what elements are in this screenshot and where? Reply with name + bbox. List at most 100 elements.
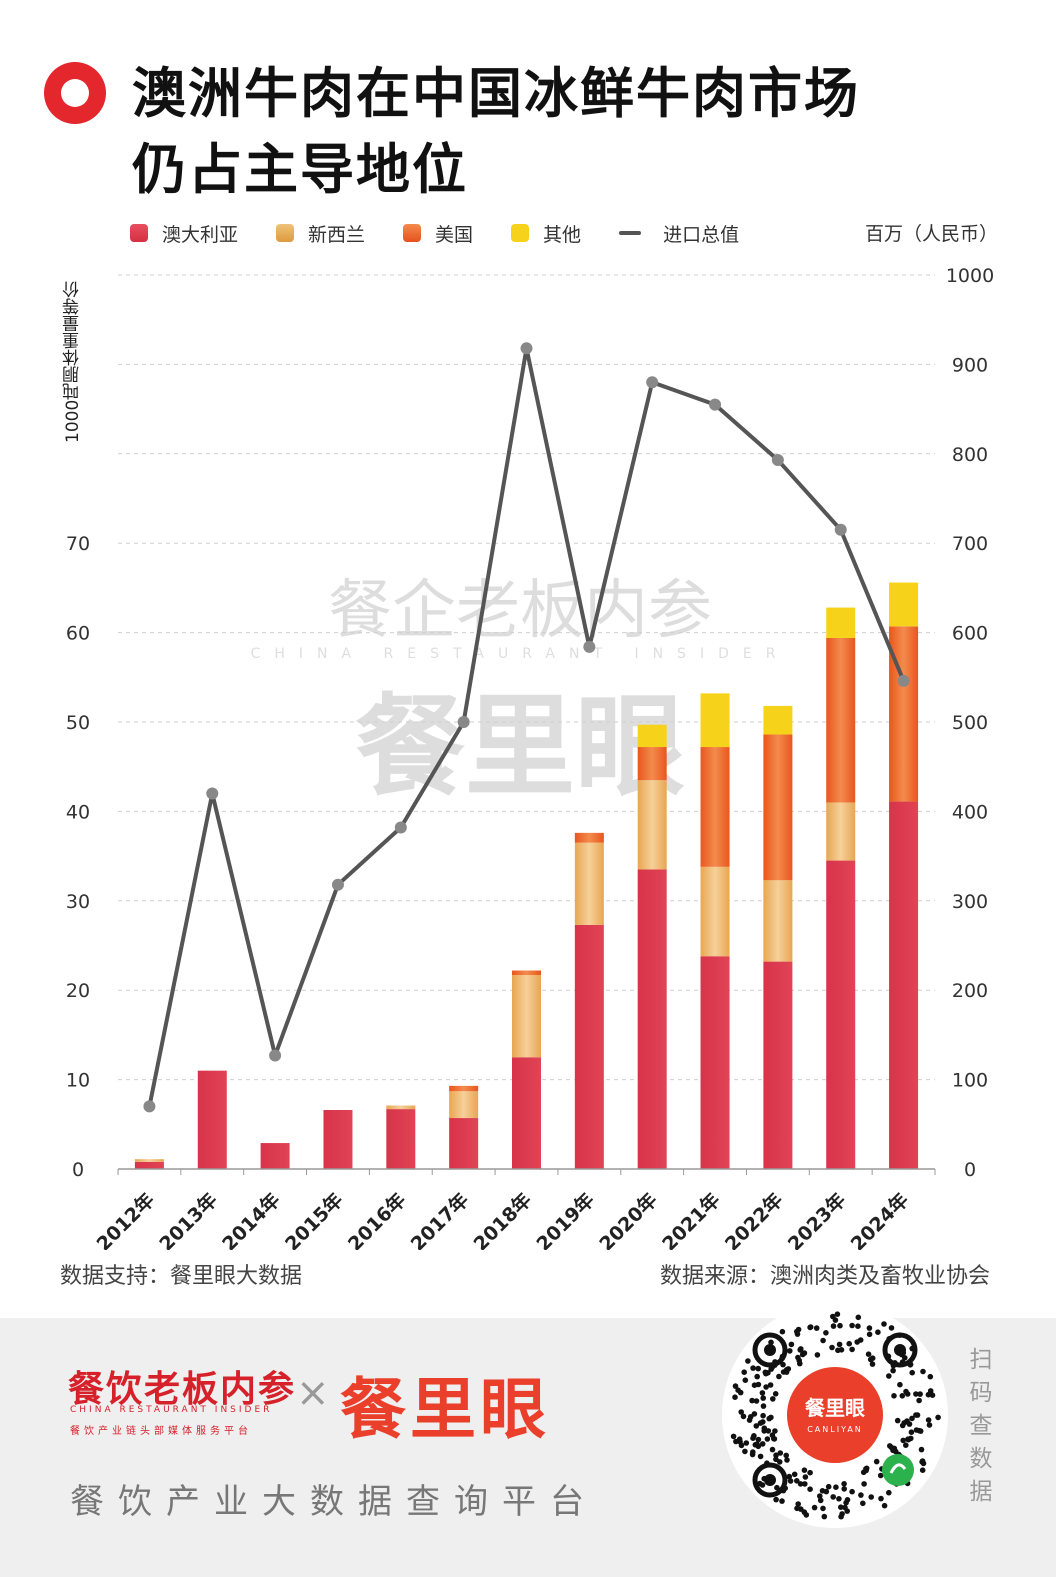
bar-segment-其他-2023年 (826, 607, 856, 638)
bar-segment-新西兰-2018年 (512, 975, 541, 1058)
legend-item-usa: 美国 (403, 220, 473, 247)
right-axis-unit: 百万（人民币） (864, 223, 998, 245)
left-axis-tick-label: 20 (66, 980, 90, 1002)
total-import-point-2012年 (143, 1100, 156, 1113)
x-axis-tick-label: 2016年 (343, 1188, 410, 1250)
qr-center-label-en: CANLIYAN (807, 1425, 863, 1434)
right-axis-tick-label: 800 (952, 444, 988, 466)
watermark-text-2: 餐里眼 (355, 683, 685, 811)
total-import-point-2019年 (583, 640, 596, 653)
right-axis-tick-label: 300 (952, 891, 988, 913)
total-import-point-2017年 (457, 716, 470, 728)
legend-swatch-usa (403, 224, 422, 242)
legend-label-total-import: 进口总值 (663, 223, 740, 246)
x-axis-tick-label: 2015年 (280, 1188, 347, 1250)
mini-program-qr-code[interactable]: 餐里眼 CANLIYAN (722, 1302, 948, 1528)
left-axis-tick-label: 0 (72, 1159, 84, 1181)
bar-segment-澳大利亚-2022年 (763, 961, 793, 1169)
qr-code-pattern-icon: 餐里眼 CANLIYAN (730, 1311, 941, 1520)
total-import-point-2015年 (331, 878, 344, 891)
bar-segment-澳大利亚-2016年 (386, 1109, 416, 1169)
title-bullet-icon (44, 62, 106, 124)
legend-item-new-zealand: 新西兰 (276, 220, 365, 247)
total-import-point-2013年 (206, 787, 219, 800)
legend-swatch-other (511, 224, 530, 242)
total-import-point-2018年 (520, 342, 533, 355)
legend-swatch-new-zealand (276, 224, 295, 242)
left-axis-tick-label: 70 (66, 533, 90, 555)
right-axis-tick-label: 900 (952, 354, 988, 376)
bar-segment-美国-2023年 (826, 637, 856, 803)
right-axis-tick-label: 1000 (946, 265, 994, 287)
scan-to-query-label: 扫码查数据 (969, 1347, 993, 1505)
bar-segment-新西兰-2020年 (637, 780, 667, 870)
right-axis-tick-label: 500 (952, 712, 988, 734)
brand-logo-canyin-sub: 餐饮产业链头部媒体服务平台 (70, 1426, 252, 1437)
bar-segment-澳大利亚-2014年 (260, 1143, 290, 1169)
x-axis-tick-label: 2019年 (532, 1188, 599, 1250)
left-axis-tick-label: 30 (66, 891, 90, 913)
bar-segment-美国-2020年 (637, 747, 667, 781)
legend-item-australia: 澳大利亚 (130, 220, 238, 247)
title-line-1: 澳洲牛肉在中国冰鲜牛肉市场 (132, 62, 860, 125)
right-axis-tick-label: 700 (952, 533, 988, 555)
total-import-point-2021年 (709, 398, 722, 411)
bar-segment-美国-2017年 (449, 1085, 479, 1092)
data-source-note: 数据来源：澳洲肉类及畜牧业协会 (659, 1264, 990, 1289)
collab-times-sign: × (296, 1370, 330, 1416)
total-import-point-2023年 (834, 523, 847, 536)
total-import-point-2016年 (394, 821, 407, 834)
right-axis-tick-label: 100 (952, 1070, 988, 1092)
legend-label-other: 其他 (543, 223, 582, 246)
bar-segment-其他-2022年 (763, 705, 793, 735)
bar-segment-澳大利亚-2012年 (134, 1161, 164, 1169)
bar-segment-澳大利亚-2023年 (826, 860, 856, 1169)
x-axis-tick-label: 2017年 (406, 1188, 473, 1250)
right-axis-tick-label: 0 (964, 1159, 976, 1181)
total-import-point-2014年 (269, 1049, 282, 1062)
legend-label-australia: 澳大利亚 (162, 223, 239, 246)
x-axis-tick-label: 2018年 (469, 1188, 536, 1250)
data-support-note: 数据支持：餐里眼大数据 (60, 1264, 303, 1289)
legend-label-usa: 美国 (435, 223, 474, 246)
x-axis-tick-label: 2020年 (595, 1188, 662, 1250)
bar-segment-其他-2021年 (700, 693, 730, 748)
bar-segment-新西兰-2023年 (826, 802, 856, 861)
brand-logo-canyin-en: CHINA RESTAURANT INSIDER (70, 1405, 273, 1415)
bar-segment-澳大利亚-2024年 (889, 801, 919, 1169)
bar-segment-美国-2021年 (700, 747, 730, 867)
bar-segment-澳大利亚-2015年 (323, 1109, 353, 1169)
bar-segment-新西兰-2012年 (134, 1159, 164, 1162)
brand-slogan: 餐饮产业大数据查询平台 (70, 1482, 598, 1522)
bar-segment-澳大利亚-2018年 (512, 1057, 541, 1169)
bar-segment-新西兰-2021年 (700, 866, 730, 957)
total-import-point-2020年 (646, 376, 659, 389)
x-axis-tick-label: 2021年 (657, 1188, 724, 1250)
brand-logo-canliyan: 餐里眼 (340, 1371, 550, 1448)
bar-segment-其他-2024年 (889, 582, 919, 627)
right-axis-tick-label: 200 (952, 980, 988, 1002)
x-axis-tick-label: 2022年 (720, 1188, 787, 1250)
bar-segment-澳大利亚-2017年 (449, 1118, 479, 1169)
legend-line-total-import (619, 231, 642, 235)
bar-segment-新西兰-2016年 (386, 1105, 416, 1110)
left-axis-tick-label: 10 (66, 1070, 90, 1092)
x-axis-tick-label: 2024年 (846, 1188, 913, 1250)
right-axis-tick-label: 400 (952, 801, 988, 823)
title-line-2: 仍占主导地位 (132, 138, 468, 201)
bar-segment-澳大利亚-2020年 (637, 869, 667, 1169)
legend-label-new-zealand: 新西兰 (308, 223, 366, 246)
qr-center-label: 餐里眼 (805, 1396, 865, 1420)
bar-segment-美国-2018年 (512, 970, 541, 976)
legend-item-other: 其他 (511, 220, 581, 247)
total-import-point-2024年 (897, 674, 910, 687)
total-import-point-2022年 (771, 454, 784, 467)
bar-segment-新西兰-2019年 (574, 842, 604, 925)
left-axis-tick-label: 40 (66, 801, 90, 823)
wechat-mini-program-icon (882, 1454, 914, 1486)
x-axis-tick-label: 2014年 (218, 1188, 285, 1250)
brand-logo-canyin: 餐饮老板内参 (68, 1368, 297, 1410)
bar-segment-美国-2019年 (574, 832, 604, 843)
watermark: 餐企老板内参 CHINA RESTAURANT INSIDER 餐里眼 (251, 574, 776, 811)
bar-segment-新西兰-2022年 (763, 880, 793, 962)
